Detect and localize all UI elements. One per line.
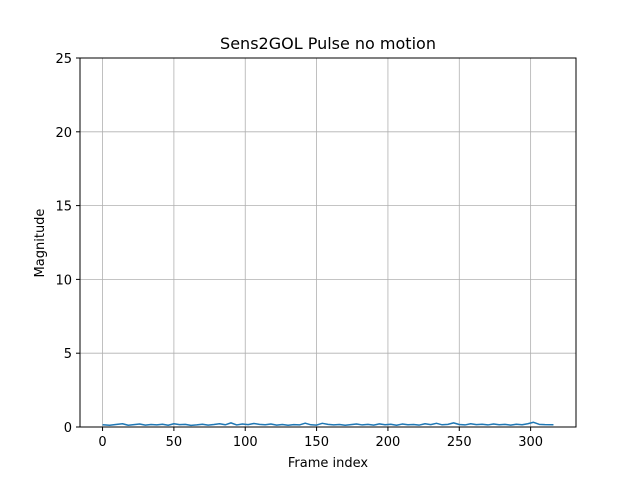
y-tick-label: 0: [64, 421, 72, 436]
x-tick-label: 50: [166, 435, 183, 450]
y-tick-label: 20: [55, 126, 72, 141]
x-tick-label: 100: [233, 435, 258, 450]
x-tick-label: 0: [98, 435, 106, 450]
plot-area-frame: [79, 57, 577, 428]
x-tick-label: 300: [518, 435, 543, 450]
y-tick-label: 25: [55, 52, 72, 67]
x-tick-label: 200: [376, 435, 401, 450]
series-line: [102, 421, 554, 427]
x-axis: 0 50 100 150 200 250 300: [98, 427, 543, 450]
x-tick-label: 250: [447, 435, 472, 450]
x-tick-label: 150: [304, 435, 329, 450]
chart-title: Sens2GOL Pulse no motion: [220, 34, 436, 53]
y-tick-label: 5: [64, 347, 72, 362]
y-tick-label: 15: [55, 200, 72, 215]
y-axis: 0 5 10 15 20 25: [55, 52, 80, 436]
y-axis-label: Magnitude: [33, 209, 48, 278]
x-axis-label: Frame index: [288, 456, 369, 471]
series-layer: [102, 421, 554, 427]
y-tick-label: 10: [55, 273, 72, 288]
